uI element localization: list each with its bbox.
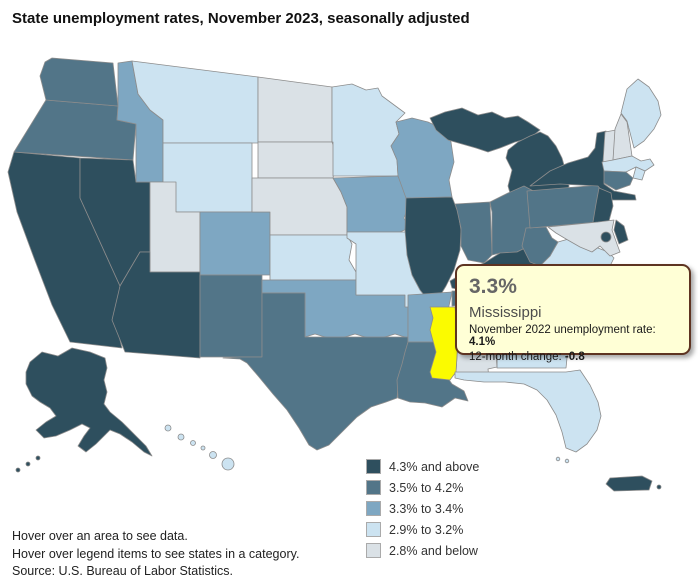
state-ak[interactable]: [25, 347, 153, 457]
state-hi[interactable]: [209, 451, 217, 459]
footer-hint-hover-legend: Hover over legend items to see states in…: [12, 546, 300, 561]
state-md[interactable]: [547, 219, 621, 257]
state-fl-keys[interactable]: [555, 456, 561, 462]
state-ms[interactable]: [429, 306, 459, 381]
legend-item-cat4[interactable]: 2.9% to 3.2%: [366, 519, 479, 540]
state-hi[interactable]: [177, 433, 185, 441]
footer-notes: Hover over an area to see data. Hover ov…: [12, 528, 299, 580]
tooltip-prior-year-row: November 2022 unemployment rate: 4.1%: [469, 324, 656, 348]
state-wa[interactable]: [39, 57, 119, 107]
state-fl[interactable]: [454, 369, 602, 453]
state-ri[interactable]: [632, 166, 646, 181]
state-nd[interactable]: [257, 76, 333, 143]
legend-item-cat5[interactable]: 2.8% and below: [366, 540, 479, 561]
legend-swatch-cat5: [366, 543, 381, 558]
legend-swatch-cat2: [366, 480, 381, 495]
tooltip-state-name: Mississippi: [469, 304, 542, 321]
state-in[interactable]: [454, 201, 493, 264]
state-ks[interactable]: [269, 234, 357, 281]
state-ak-aleutians[interactable]: [25, 461, 31, 467]
state-pr[interactable]: [605, 475, 653, 492]
tooltip-change-value: -0.8: [564, 351, 585, 363]
state-ak-aleutians[interactable]: [15, 467, 21, 473]
legend-item-cat3[interactable]: 3.3% to 3.4%: [366, 498, 479, 519]
state-hi[interactable]: [190, 440, 196, 446]
state-mn[interactable]: [331, 83, 406, 177]
state-me[interactable]: [620, 78, 662, 149]
state-az[interactable]: [111, 251, 201, 359]
state-dc[interactable]: [600, 231, 612, 243]
tooltip-rate-value: 3.3%: [469, 275, 517, 298]
legend-swatch-cat1: [366, 459, 381, 474]
state-ct[interactable]: [603, 170, 634, 191]
state-co[interactable]: [199, 211, 271, 276]
tooltip-change-row: 12-month change: -0.8: [469, 351, 585, 363]
state-wv[interactable]: [521, 226, 559, 267]
footer-source: Source: U.S. Bureau of Labor Statistics.: [12, 564, 233, 578]
hover-tooltip: 3.3% Mississippi November 2022 unemploym…: [455, 264, 691, 363]
legend-item-cat2[interactable]: 3.5% to 4.2%: [366, 477, 479, 498]
legend-swatch-cat4: [366, 522, 381, 537]
state-ak-aleutians[interactable]: [35, 455, 41, 461]
state-wi[interactable]: [390, 117, 455, 199]
state-pr-island[interactable]: [656, 484, 662, 490]
footer-hint-hover-area: Hover over an area to see data.: [12, 529, 188, 543]
tooltip-prior-year-value: 4.1%: [469, 336, 496, 348]
state-hi[interactable]: [221, 457, 235, 471]
state-pa[interactable]: [526, 184, 603, 229]
state-sd[interactable]: [257, 141, 338, 179]
state-nm[interactable]: [199, 274, 263, 358]
state-de[interactable]: [613, 219, 629, 245]
state-fl-keys[interactable]: [564, 458, 570, 464]
state-hi[interactable]: [200, 445, 206, 451]
legend-item-cat1[interactable]: 4.3% and above: [366, 456, 479, 477]
state-nh[interactable]: [612, 113, 633, 161]
page-title: State unemployment rates, November 2023,…: [12, 10, 470, 27]
map-legend: 4.3% and above 3.5% to 4.2% 3.3% to 3.4%…: [366, 456, 479, 561]
state-hi[interactable]: [164, 424, 172, 432]
legend-swatch-cat3: [366, 501, 381, 516]
